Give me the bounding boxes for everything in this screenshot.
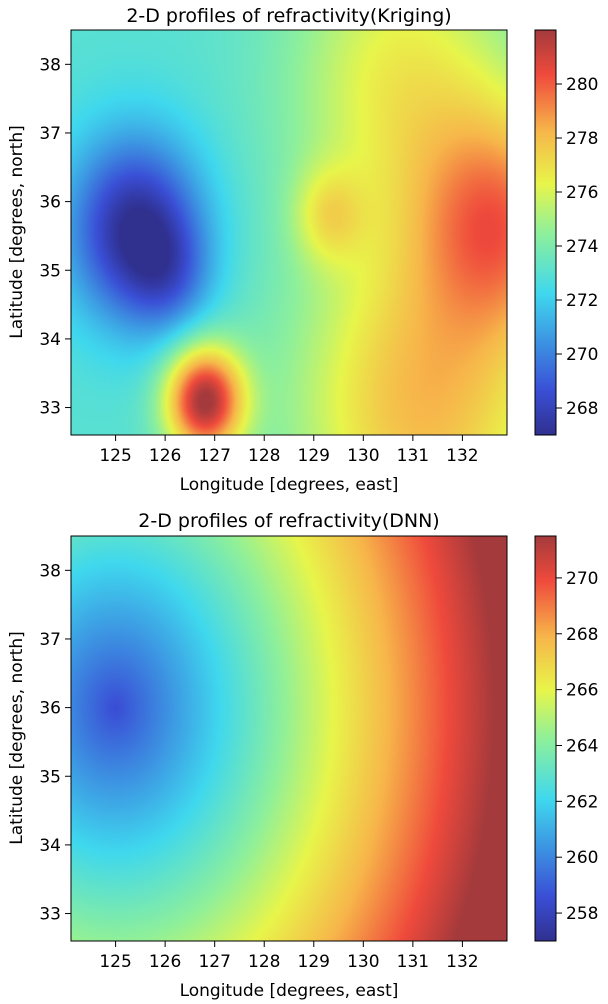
y-tick-label: 38: [39, 55, 61, 75]
y-axis: 33 34 35 36 37 38: [39, 561, 71, 925]
x-axis: 125 126 127 128 129 130 131 132: [99, 941, 479, 972]
heatmap-image: [71, 30, 507, 435]
y-tick-label: 33: [39, 905, 61, 925]
x-tick-label: 128: [248, 446, 280, 466]
chart-title: 2-D profiles of refractivity(DNN): [138, 510, 439, 532]
y-axis: 33 34 35 36 37 38: [39, 55, 71, 419]
x-tick-label: 129: [298, 446, 330, 466]
colorbar-tick-label: 268: [566, 399, 598, 419]
x-tick-label: 132: [446, 952, 478, 972]
colorbar-tick-label: 260: [566, 848, 598, 868]
y-tick-label: 35: [39, 767, 61, 787]
colorbar-tick-label: 266: [566, 681, 598, 701]
chart-panel-dnn: 2-D profiles of refractivity(DNN) 125 126…: [7, 510, 598, 1001]
x-tick-label: 129: [298, 952, 330, 972]
colorbar-tick-label: 280: [566, 75, 598, 95]
y-tick-label: 34: [39, 836, 61, 856]
chart-title: 2-D profiles of refractivity(Kriging): [126, 5, 451, 27]
x-tick-label: 125: [99, 952, 131, 972]
y-tick-label: 36: [39, 699, 61, 719]
x-tick-label: 125: [99, 446, 131, 466]
y-axis-label: Latitude [degrees, north]: [7, 631, 27, 844]
x-tick-label: 130: [347, 446, 379, 466]
y-axis-label: Latitude [degrees, north]: [7, 125, 27, 338]
colorbar-tick-label: 270: [566, 345, 598, 365]
y-tick-label: 38: [39, 561, 61, 581]
colorbar-tick-label: 270: [566, 569, 598, 589]
x-tick-label: 130: [347, 952, 379, 972]
y-tick-label: 36: [39, 193, 61, 213]
plot-frame: [70, 29, 508, 436]
x-tick-label: 131: [397, 446, 429, 466]
y-tick-label: 35: [39, 261, 61, 281]
x-tick-label: 127: [198, 446, 230, 466]
colorbar-tick-label: 272: [566, 291, 598, 311]
x-tick-label: 126: [149, 952, 181, 972]
y-tick-label: 37: [39, 124, 61, 144]
x-tick-label: 132: [446, 446, 478, 466]
colorbar-axis: 268 270 272 274 276 278 280: [556, 75, 598, 419]
heatmap-image: [71, 536, 507, 941]
colorbar-tick-label: 274: [566, 237, 598, 257]
colorbar-tick-label: 276: [566, 183, 598, 203]
colorbar-tick-label: 262: [566, 792, 598, 812]
x-axis: 125 126 127 128 129 130 131 132: [99, 435, 479, 466]
x-tick-label: 127: [198, 952, 230, 972]
colorbar-tick-label: 258: [566, 904, 598, 924]
plot-frame: [70, 535, 508, 942]
colorbar-tick-label: 278: [566, 129, 598, 149]
colorbar-tick-label: 264: [566, 736, 598, 756]
x-axis-label: Longitude [degrees, east]: [180, 475, 399, 495]
y-tick-label: 33: [39, 399, 61, 419]
colorbar-axis: 258 260 262 264 266 268 270: [556, 569, 598, 924]
colorbar-tick-label: 268: [566, 625, 598, 645]
colorbar: [534, 29, 557, 436]
chart-panel-kriging: 2-D profiles of refractivity(Kriging) 12…: [7, 5, 598, 495]
colorbar: [534, 535, 557, 942]
x-tick-label: 131: [397, 952, 429, 972]
x-axis-label: Longitude [degrees, east]: [180, 981, 399, 1001]
y-tick-label: 34: [39, 330, 61, 350]
x-tick-label: 128: [248, 952, 280, 972]
x-tick-label: 126: [149, 446, 181, 466]
y-tick-label: 37: [39, 630, 61, 650]
